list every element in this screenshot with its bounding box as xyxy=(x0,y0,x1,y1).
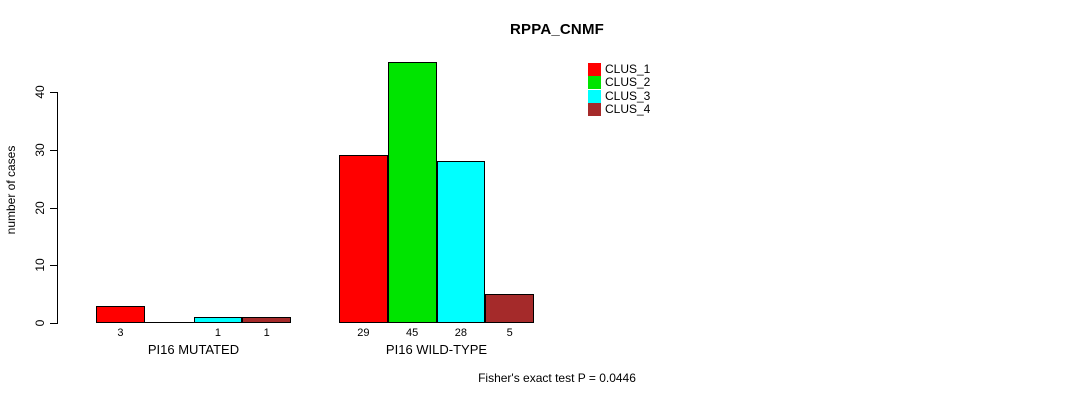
bar-value-label: 29 xyxy=(357,327,370,339)
legend-item: CLUS_1 xyxy=(588,63,650,76)
p-value-annotation: Fisher's exact test P = 0.0446 xyxy=(478,371,636,385)
bar xyxy=(96,305,145,323)
legend-item: CLUS_2 xyxy=(588,75,651,90)
y-tick-label: 10 xyxy=(33,258,47,272)
y-tick xyxy=(50,92,57,93)
y-axis-label: number of cases xyxy=(4,145,18,235)
bar-value-label: 5 xyxy=(506,327,513,339)
legend-label: CLUS_1 xyxy=(605,62,651,76)
bar xyxy=(485,294,534,323)
zero-height-bar xyxy=(144,322,194,323)
y-tick-label: 40 xyxy=(33,85,47,99)
chart-title: RPPA_CNMF xyxy=(509,21,605,38)
y-tick-label: 30 xyxy=(33,143,47,157)
bar xyxy=(387,62,437,323)
bar-value-label: 45 xyxy=(406,327,419,339)
legend-swatch xyxy=(588,76,601,90)
legend-swatch xyxy=(588,103,601,117)
legend-label: CLUS_3 xyxy=(605,88,651,103)
y-tick xyxy=(50,323,57,324)
bar-value-label: 3 xyxy=(117,327,124,339)
legend-label: CLUS_4 xyxy=(605,102,651,117)
bar xyxy=(436,160,486,323)
y-tick-label: 20 xyxy=(33,200,47,215)
y-tick xyxy=(50,265,57,267)
legend-swatch xyxy=(588,63,601,76)
y-tick xyxy=(50,149,57,151)
bar xyxy=(193,317,243,323)
bar-value-label: 1 xyxy=(214,327,221,339)
bar-value-label: 1 xyxy=(263,327,270,339)
bar xyxy=(242,317,291,323)
legend: CLUS_1 CLUS_2 CLUS_3 CLUS_4 xyxy=(588,63,651,117)
y-tick xyxy=(50,207,57,209)
bar xyxy=(339,154,388,323)
bar-value-label: 28 xyxy=(454,327,467,339)
group-x-label: PI16 WILD-TYPE xyxy=(385,342,488,357)
group-x-label: PI16 MUTATED xyxy=(147,342,240,357)
y-axis-line xyxy=(57,92,58,324)
legend-swatch xyxy=(588,89,601,103)
legend-label: CLUS_2 xyxy=(605,75,651,90)
legend-item: CLUS_4 xyxy=(588,102,651,117)
y-tick-label: 0 xyxy=(33,319,47,327)
legend-item: CLUS_3 xyxy=(588,88,651,103)
